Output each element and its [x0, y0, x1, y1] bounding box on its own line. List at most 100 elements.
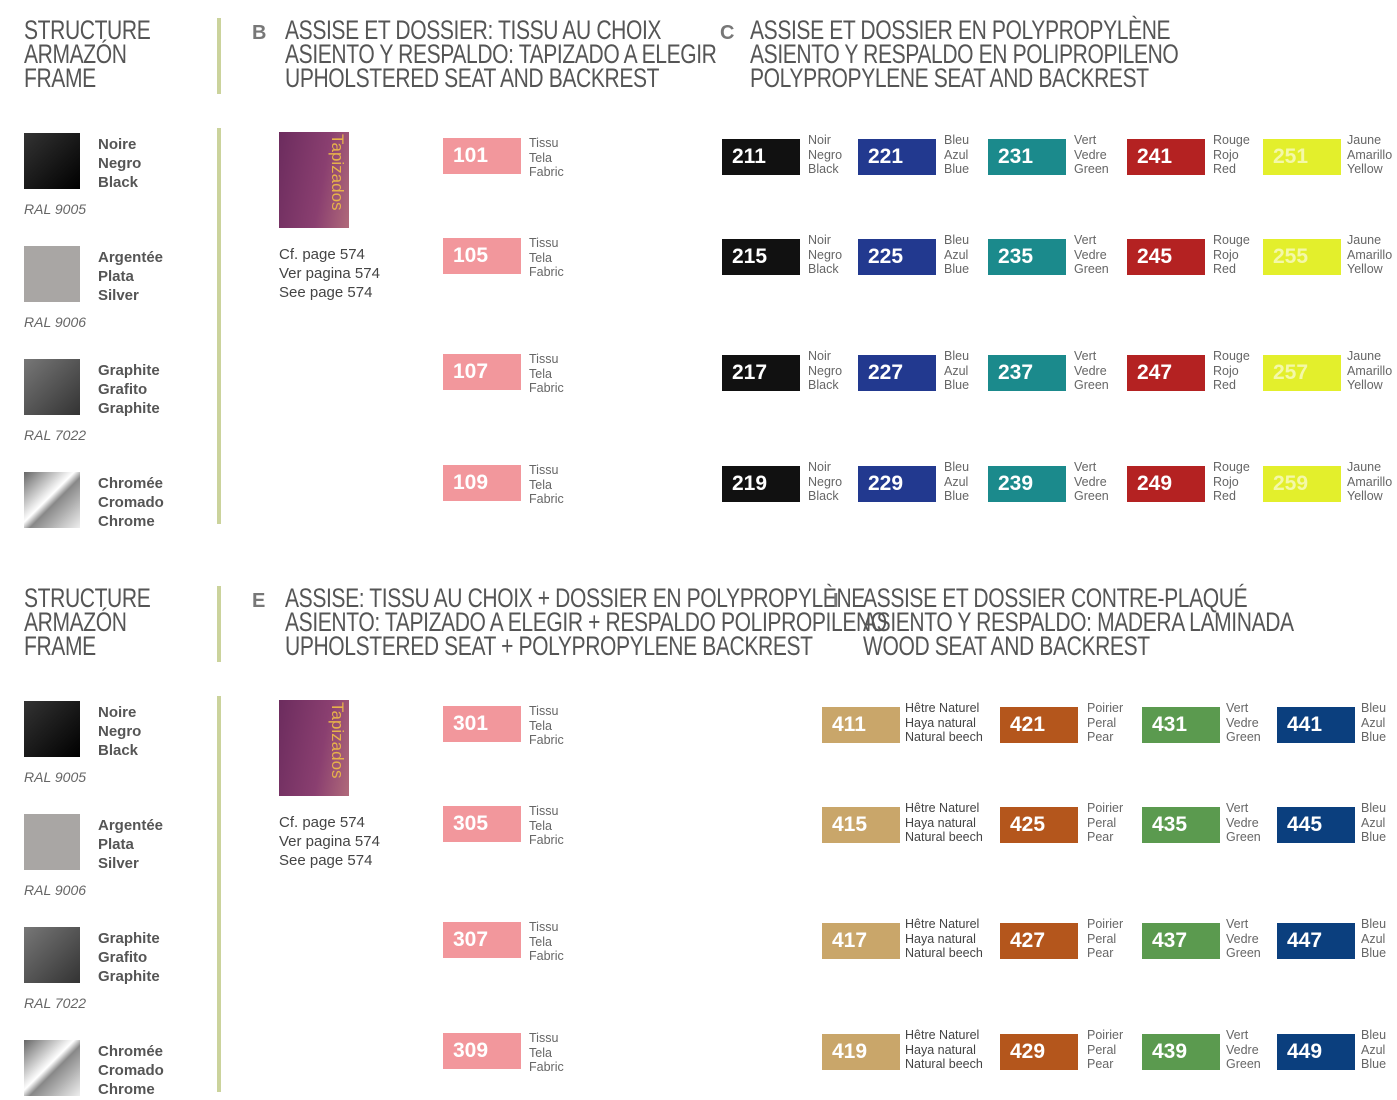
color-label: Azul — [944, 247, 969, 262]
finish-name: Grafito — [98, 949, 148, 966]
color-label: Rouge — [1213, 349, 1250, 363]
color-label: Green — [1226, 730, 1261, 744]
color-label: Black — [808, 262, 839, 276]
finish-name: Black — [98, 174, 139, 191]
color-label: Haya natural — [905, 931, 976, 946]
color-swatch: 427 — [1000, 923, 1078, 959]
color-label: Jaune — [1347, 460, 1382, 474]
color-swatch: 251 — [1263, 139, 1341, 175]
section-title: UPHOLSTERED SEAT + POLYPROPYLENE BACKRES… — [285, 631, 813, 661]
color-label: Peral — [1087, 1042, 1117, 1057]
fabric-label: Tela — [529, 818, 552, 833]
finish-name: Cromado — [98, 1062, 164, 1079]
color-label: Hêtre Naturel — [905, 801, 980, 815]
section-letter: B — [252, 22, 267, 44]
fabric-label: Tela — [529, 934, 552, 949]
color-label: Rouge — [1213, 460, 1250, 474]
color-label: Natural beech — [905, 1057, 983, 1071]
color-label: Vert — [1074, 233, 1097, 247]
fabric-label: Tela — [529, 1045, 552, 1060]
color-label: Vert — [1074, 460, 1097, 474]
color-label: Green — [1226, 830, 1261, 844]
section-title: ASIENTO Y RESPALDO: MADERA LAMINADA — [863, 607, 1294, 637]
color-swatch: 239 — [988, 466, 1066, 502]
finish-name: Argentée — [98, 249, 164, 266]
color-swatch: 229 — [858, 466, 936, 502]
reference: Cf. page 574 — [279, 246, 365, 263]
fabric-label: Tela — [529, 366, 552, 381]
color-swatch: 241 — [1127, 139, 1205, 175]
fabric-label: Fabric — [529, 265, 564, 279]
color-swatch: 235 — [988, 239, 1066, 275]
finish-swatch — [24, 133, 80, 189]
finish-swatch — [24, 246, 80, 302]
color-label: Hêtre Naturel — [905, 917, 980, 931]
finish-name: Chrome — [98, 1081, 155, 1098]
color-label: Pear — [1087, 946, 1114, 960]
color-label: Blue — [944, 378, 970, 392]
color-label: Rouge — [1213, 233, 1250, 247]
color-label: Bleu — [944, 133, 970, 147]
color-label: Green — [1226, 946, 1261, 960]
color-label: Rojo — [1213, 363, 1239, 378]
color-label: Negro — [808, 247, 843, 262]
fabric-label: Tela — [529, 718, 552, 733]
fabric-code: 107 — [443, 354, 521, 390]
color-swatch: 415 — [822, 807, 900, 843]
fabric-code: 305 — [443, 806, 521, 842]
structure-title: FRAME — [24, 63, 96, 93]
color-label: Azul — [944, 474, 969, 489]
fabric-label: Fabric — [529, 492, 564, 506]
color-label: Vert — [1074, 349, 1097, 363]
color-label: Green — [1074, 262, 1109, 276]
color-label: Azul — [1361, 931, 1386, 946]
color-label: Blue — [944, 489, 970, 503]
reference: See page 574 — [279, 852, 373, 869]
color-label: Azul — [1361, 715, 1386, 730]
color-label: Hêtre Naturel — [905, 701, 980, 715]
ral-code: RAL 9006 — [24, 882, 87, 898]
reference: Ver pagina 574 — [279, 833, 380, 850]
color-label: Bleu — [944, 349, 970, 363]
fabric-code: 101 — [443, 138, 521, 174]
finish-swatch — [24, 359, 80, 415]
structure-title: FRAME — [24, 631, 96, 661]
color-label: Azul — [1361, 815, 1386, 830]
finish-name: Noire — [98, 704, 137, 721]
finish-name: Silver — [98, 287, 139, 304]
ral-code: RAL 9005 — [24, 201, 87, 217]
color-label: Amarillo — [1347, 247, 1393, 262]
color-label: Vedre — [1226, 931, 1259, 946]
color-label: Poirier — [1087, 801, 1124, 815]
color-swatch: 247 — [1127, 355, 1205, 391]
color-label: Rojo — [1213, 147, 1239, 162]
section-title: ASSISE ET DOSSIER CONTRE-PLAQUÉ — [863, 583, 1248, 613]
color-label: Vedre — [1226, 715, 1259, 730]
fabric-label: Tissu — [529, 920, 559, 934]
section-letter: C — [720, 22, 735, 44]
fabric-label: Tissu — [529, 1031, 559, 1045]
finish-name: Cromado — [98, 494, 164, 511]
color-label: Rojo — [1213, 247, 1239, 262]
color-swatch: 249 — [1127, 466, 1205, 502]
color-swatch: 231 — [988, 139, 1066, 175]
color-swatch: 441 — [1277, 707, 1355, 743]
color-swatch: 439 — [1142, 1034, 1220, 1070]
fabric-code: 309 — [443, 1033, 521, 1069]
finish-name: Black — [98, 742, 139, 759]
reference: Cf. page 574 — [279, 814, 365, 831]
color-label: Vert — [1226, 1028, 1249, 1042]
ral-code: RAL 9005 — [24, 769, 87, 785]
finish-name: Graphite — [98, 930, 160, 947]
color-label: Jaune — [1347, 349, 1382, 363]
color-swatch: 215 — [722, 239, 800, 275]
section-title: ASSISE ET DOSSIER EN POLYPROPYLÈNE — [750, 15, 1171, 45]
finish-name: Grafito — [98, 381, 148, 398]
section-title: ASSISE ET DOSSIER: TISSU AU CHOIX — [285, 15, 662, 45]
color-swatch: 225 — [858, 239, 936, 275]
finish-name: Silver — [98, 855, 139, 872]
fabric-label: Tissu — [529, 352, 559, 366]
color-label: Blue — [1361, 946, 1387, 960]
color-label: Vedre — [1226, 1042, 1259, 1057]
color-label: Vert — [1226, 801, 1249, 815]
